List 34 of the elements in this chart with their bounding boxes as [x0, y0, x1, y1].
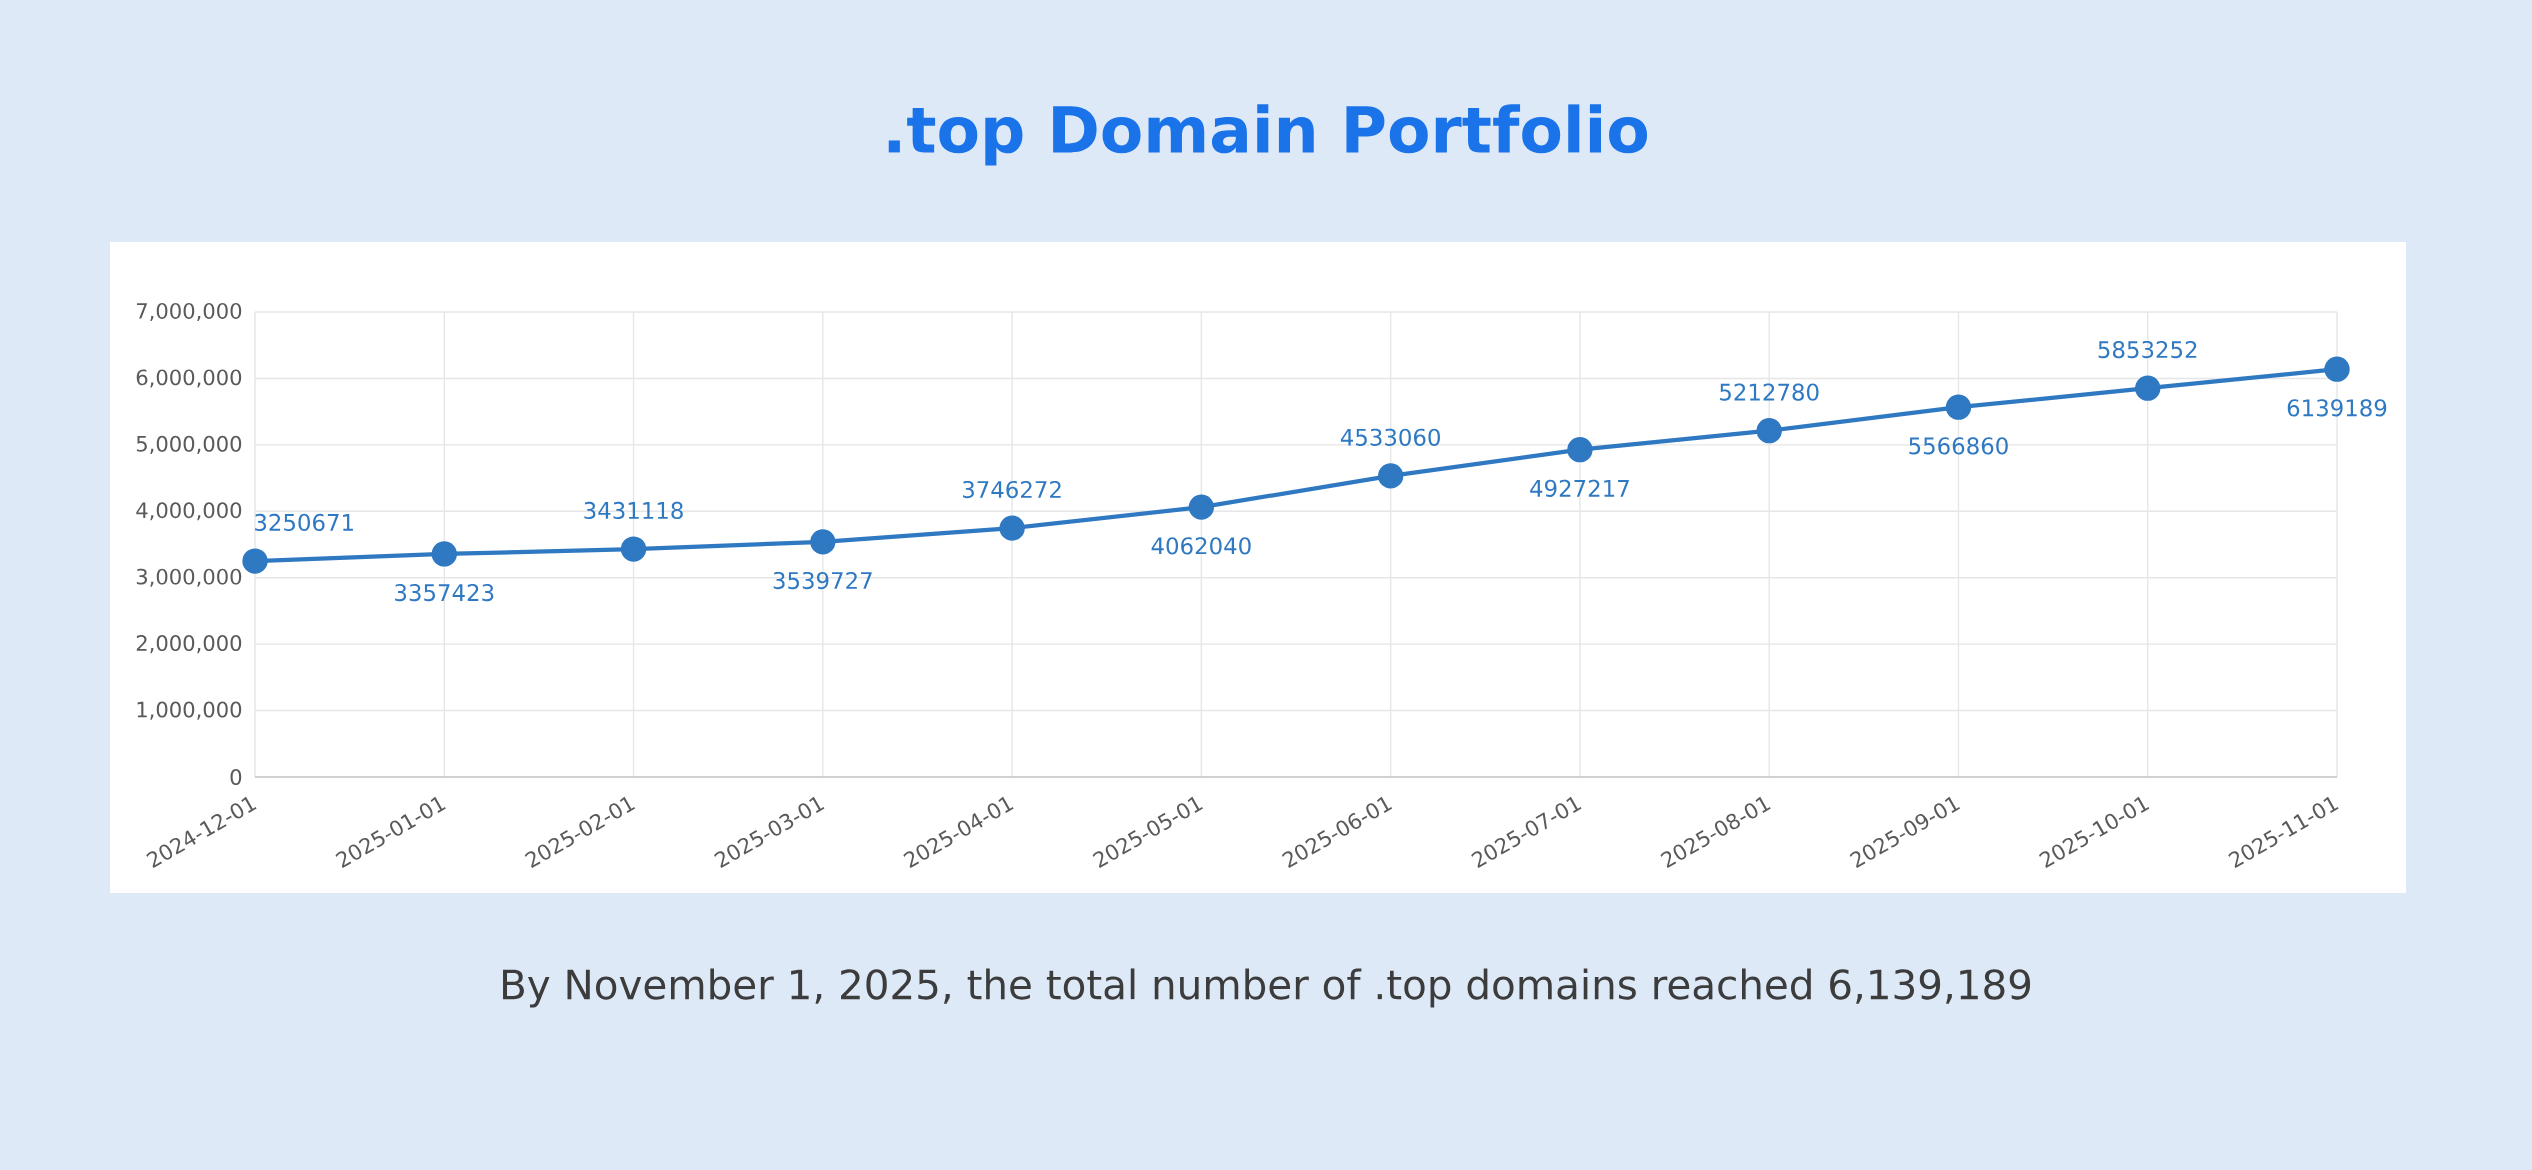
y-tick-label: 4,000,000 [136, 502, 242, 521]
data-label: 3431118 [584, 501, 683, 520]
point [1378, 463, 1404, 489]
point [1188, 494, 1215, 520]
point [999, 515, 1025, 541]
y-tick-label: 6,000,000 [136, 369, 242, 388]
point [810, 529, 836, 555]
data-label: 4062040 [1151, 537, 1251, 555]
data-label: 5212780 [1720, 383, 1819, 401]
data-label: 3746272 [963, 480, 1061, 499]
data-label: 4533060 [1340, 428, 1440, 446]
data-label: 3539727 [773, 571, 872, 590]
point [1567, 437, 1593, 463]
y-tick-label: 5,000,000 [136, 435, 242, 454]
point [242, 548, 268, 574]
data-label: 5853252 [2098, 340, 2197, 359]
point [1756, 418, 1782, 444]
point [2324, 356, 2350, 382]
point [2135, 375, 2161, 401]
point [620, 536, 647, 562]
data-label: 3357423 [395, 583, 494, 602]
y-tick-label: 1,000,000 [137, 701, 242, 720]
y-tick-label: 3,000,000 [136, 568, 242, 587]
point [431, 541, 457, 567]
data-label: 3250671 [255, 513, 353, 532]
y-tick-label: 2,000,000 [136, 635, 242, 654]
data-label: 6139189 [2287, 399, 2387, 417]
chart-title: .top Domain Portfolio [888, 104, 1648, 166]
y-tick-label: 0 [230, 769, 242, 785]
data-label: 4927217 [1530, 479, 1629, 497]
data-label: 5566860 [1909, 437, 2008, 455]
text: By November 1, 2025, the total number of .top domains reached 6,139,189 [503, 968, 2031, 1008]
point [1945, 394, 1972, 420]
y-tick-label: 7,000,000 [136, 302, 242, 322]
